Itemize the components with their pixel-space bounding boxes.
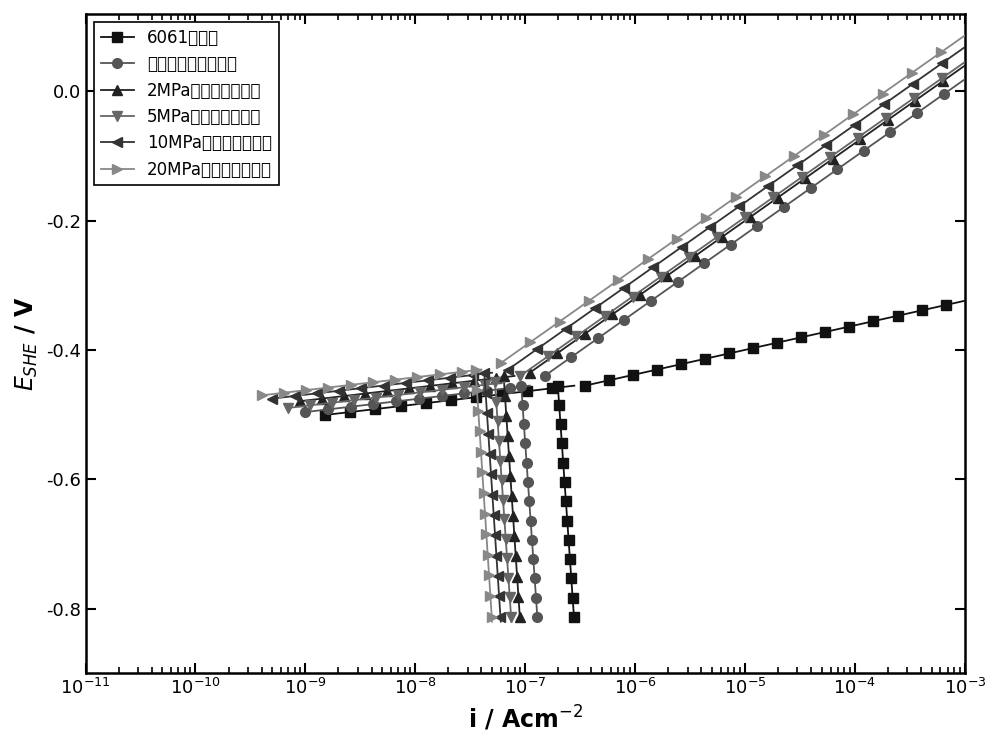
20MPa下电沉积硬烷膜 (794, 147, 806, 156)
5MPa下电沉积硬烷膜 (779, 185, 791, 193)
5MPa下电沉积硬烷膜 (514, 371, 526, 380)
6061铝合金 (805, 331, 817, 340)
6061铝合金 (959, 297, 971, 306)
10MPa下电沉积硬烷膜 (797, 157, 809, 166)
Line: 常压下电沉积硬烷膜: 常压下电沉积硬烷膜 (540, 75, 970, 381)
6061铝合金 (839, 323, 851, 332)
20MPa下电沉积硬烷膜 (777, 160, 789, 169)
6061铝合金 (824, 326, 836, 335)
6061铝合金 (916, 306, 928, 315)
6061铝合金 (579, 381, 591, 390)
2MPa下电沉积硬烷膜 (959, 61, 971, 70)
5MPa下电沉积硬烷膜 (818, 157, 830, 166)
10MPa下电沉积硬烷膜 (780, 169, 792, 178)
10MPa下电沉积硬烷膜 (502, 365, 514, 374)
5MPa下电沉积硬烷膜 (959, 58, 971, 66)
6061铝合金 (747, 344, 759, 353)
Line: 6061铝合金: 6061铝合金 (580, 296, 970, 391)
2MPa下电沉积硬烷膜 (805, 170, 817, 179)
10MPa下电沉积硬烷膜 (814, 145, 826, 154)
Legend: 6061铝合金, 常压下电沉积硬烷膜, 2MPa下电沉积硬烷膜, 5MPa下电沉积硬烷膜, 10MPa下电沉积硬烷膜, 20MPa下电沉积硬烷膜: 6061铝合金, 常压下电沉积硬烷膜, 2MPa下电沉积硬烷膜, 5MPa下电沉… (94, 22, 279, 185)
常压下电沉积硬烷膜 (959, 75, 971, 84)
5MPa下电沉积硬烷膜 (711, 232, 723, 241)
10MPa下电沉积硬烷膜 (959, 43, 971, 52)
常压下电沉积硬烷膜 (789, 195, 801, 204)
2MPa下电沉积硬烷膜 (783, 185, 795, 194)
常压下电沉积硬烷膜 (539, 371, 551, 380)
常压下电沉积硬烷膜 (911, 108, 923, 117)
Line: 10MPa下电沉积硬烷膜: 10MPa下电沉积硬烷膜 (503, 43, 970, 374)
20MPa下电沉积硬烷膜 (495, 359, 507, 368)
20MPa下电沉积硬烷膜 (812, 134, 824, 143)
Line: 5MPa下电沉积硬烷膜: 5MPa下电沉积硬烷膜 (515, 58, 970, 381)
2MPa下电沉积硬烷膜 (788, 182, 800, 190)
20MPa下电沉积硬烷膜 (959, 31, 971, 40)
10MPa下电沉积硬烷膜 (774, 173, 786, 182)
5MPa下电沉积硬烷膜 (801, 169, 813, 178)
常压下电沉积硬烷膜 (810, 180, 822, 189)
5MPa下电沉积硬烷膜 (784, 181, 796, 190)
10MPa下电沉积硬烷膜 (704, 222, 716, 231)
Y-axis label: $E_{SHE}$ / V: $E_{SHE}$ / V (14, 297, 40, 391)
20MPa下电沉积硬烷膜 (906, 68, 918, 77)
常压下电沉积硬烷膜 (725, 240, 737, 249)
2MPa下电沉积硬烷膜 (821, 158, 833, 167)
常压下电沉积硬烷膜 (794, 191, 806, 200)
2MPa下电沉积硬烷膜 (909, 96, 921, 105)
Line: 2MPa下电沉积硬烷膜: 2MPa下电沉积硬烷膜 (525, 61, 970, 377)
20MPa下电沉积硬烷膜 (771, 164, 783, 173)
X-axis label: i / Acm$^{-2}$: i / Acm$^{-2}$ (468, 704, 583, 733)
常压下电沉积硬烷膜 (826, 169, 838, 178)
10MPa下电沉积硬烷膜 (907, 79, 919, 88)
2MPa下电沉积硬烷膜 (524, 368, 536, 377)
Line: 20MPa下电沉积硬烷膜: 20MPa下电沉积硬烷膜 (496, 31, 970, 368)
6061铝合金 (810, 329, 822, 338)
5MPa下电沉积硬烷膜 (908, 93, 920, 102)
2MPa下电沉积硬烷膜 (716, 232, 728, 241)
20MPa下电沉积硬烷膜 (700, 214, 712, 223)
